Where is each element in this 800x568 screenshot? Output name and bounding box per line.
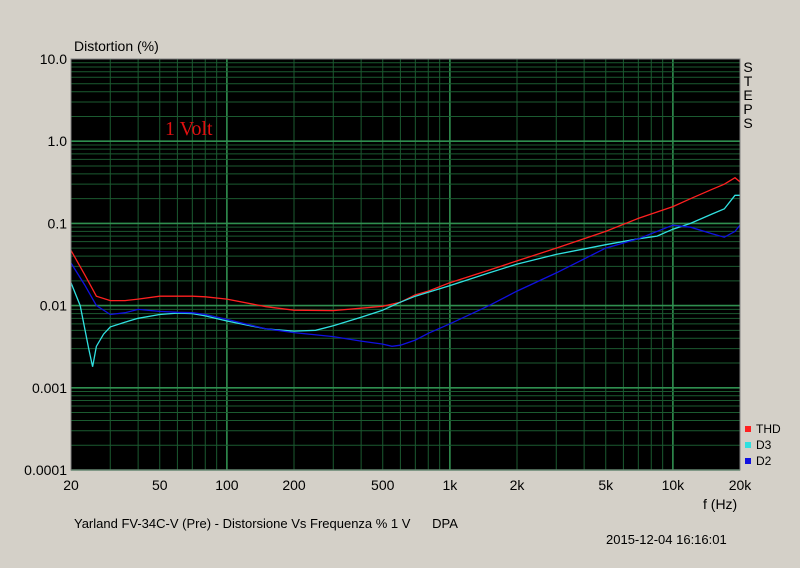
legend-swatch-d2 — [745, 458, 751, 464]
steps-letter: S — [743, 115, 753, 131]
y-tick-label: 0.1 — [48, 215, 68, 231]
plot-frame — [70, 58, 741, 471]
plot-area — [71, 59, 740, 470]
legend-label-thd: THD — [756, 422, 781, 436]
y-tick-label: 0.01 — [40, 298, 67, 314]
x-tick-label: 2k — [510, 477, 526, 493]
legend-label-d2: D2 — [756, 454, 772, 468]
x-axis-title: f (Hz) — [703, 496, 738, 512]
x-tick-label: 20 — [63, 477, 79, 493]
steps-letter: T — [743, 73, 753, 89]
series-line-d2 — [70, 224, 741, 347]
y-tick-label: 0.001 — [32, 380, 67, 396]
legend-item-d3: D3 — [745, 437, 781, 453]
x-tick-label: 10k — [662, 477, 686, 493]
steps-letter: E — [743, 87, 753, 103]
series-line-d3 — [70, 194, 740, 367]
legend: THD D3 D2 — [745, 421, 781, 469]
legend-item-d2: D2 — [745, 453, 781, 469]
x-tick-label: 5k — [598, 477, 614, 493]
annotation-label: 1 Volt — [165, 118, 213, 140]
chart-timestamp: 2015-12-04 16:16:01 — [606, 532, 727, 547]
legend-item-thd: THD — [745, 421, 781, 437]
series-lines — [70, 176, 741, 367]
legend-swatch-d3 — [745, 442, 751, 448]
x-tick-label: 100 — [215, 477, 239, 493]
x-tick-label: 20k — [729, 477, 753, 493]
y-tick-label: 0.0001 — [24, 462, 67, 478]
series-line-thd — [70, 176, 741, 312]
legend-label-d3: D3 — [756, 438, 772, 452]
tick-labels: 20 50 100 200 500 1k 2k 5k 10k 20k 10.0 1.0 0.1 0.01 0… — [24, 51, 752, 493]
x-tick-label: 500 — [371, 477, 395, 493]
y-tick-label: 10.0 — [40, 51, 67, 67]
steps-letter: S — [743, 59, 753, 75]
chart-footer-title: Yarland FV-34C-V (Pre) - Distorsione Vs … — [74, 516, 458, 531]
y-tick-label: 1.0 — [48, 133, 68, 149]
y-axis-title: Distortion (%) — [74, 38, 159, 54]
x-tick-label: 1k — [442, 477, 458, 493]
legend-swatch-thd — [745, 426, 751, 432]
x-tick-label: 50 — [152, 477, 168, 493]
x-tick-label: 200 — [282, 477, 306, 493]
steps-letter: P — [743, 101, 753, 117]
grid — [70, 59, 741, 471]
